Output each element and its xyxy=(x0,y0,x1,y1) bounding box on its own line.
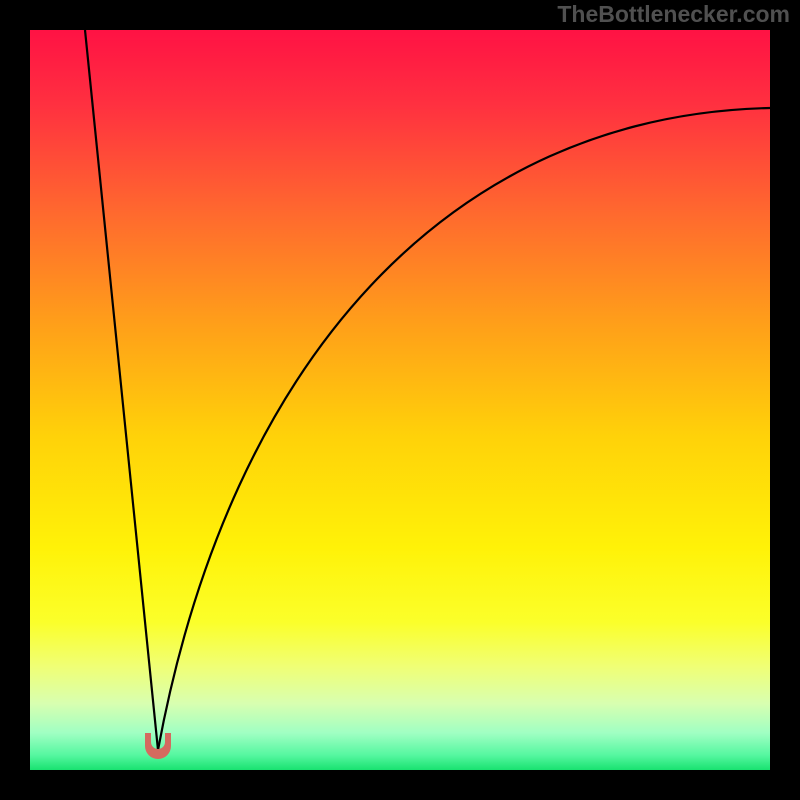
plot-area xyxy=(30,30,770,770)
gradient-background xyxy=(30,30,770,770)
watermark-text: TheBottlenecker.com xyxy=(557,1,790,28)
chart-container: TheBottlenecker.com xyxy=(0,0,800,800)
